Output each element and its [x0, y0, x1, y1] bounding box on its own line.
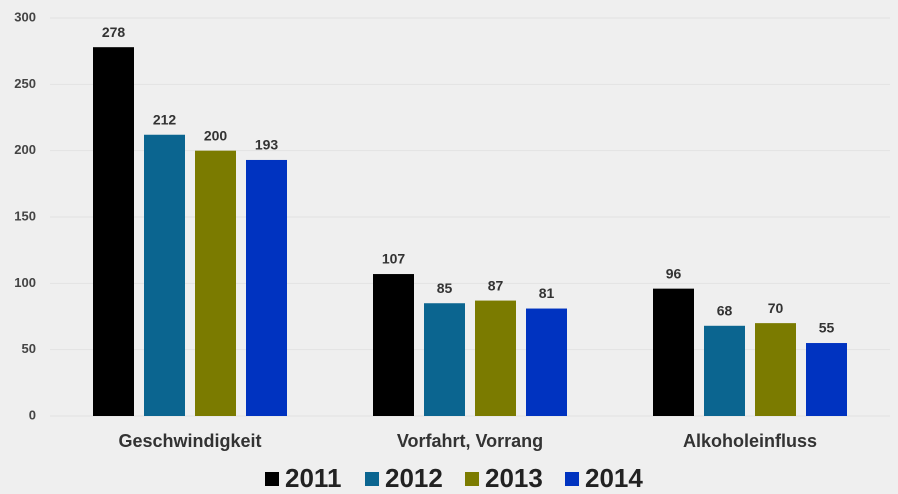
value-label: 68 — [717, 302, 733, 318]
value-label: 200 — [204, 127, 228, 143]
legend-label: 2013 — [485, 463, 543, 493]
value-label: 55 — [819, 320, 835, 336]
y-tick-label: 250 — [14, 76, 36, 91]
legend-swatch — [265, 472, 279, 486]
legend-swatch — [565, 472, 579, 486]
legend-swatch — [365, 472, 379, 486]
value-label: 96 — [666, 265, 682, 281]
y-tick-label: 50 — [22, 341, 36, 356]
x-tick-label: Geschwindigkeit — [118, 431, 261, 451]
value-label: 193 — [255, 137, 279, 153]
bar — [653, 288, 694, 416]
x-tick-label: Vorfahrt, Vorrang — [397, 431, 543, 451]
bar — [93, 47, 134, 416]
value-label: 81 — [539, 285, 555, 301]
y-tick-label: 150 — [14, 208, 36, 223]
bar — [475, 300, 516, 416]
bar — [246, 159, 287, 416]
value-label: 212 — [153, 111, 177, 127]
y-tick-label: 0 — [29, 407, 36, 422]
value-label: 87 — [488, 277, 504, 293]
bar — [373, 274, 414, 416]
legend-label: 2014 — [585, 463, 643, 493]
y-tick-label: 100 — [14, 275, 36, 290]
bar — [144, 134, 185, 416]
y-tick-label: 300 — [14, 9, 36, 24]
legend-swatch — [465, 472, 479, 486]
value-label: 70 — [768, 300, 784, 316]
bar — [704, 325, 745, 416]
bar — [424, 303, 465, 416]
bar — [195, 150, 236, 416]
legend-label: 2011 — [285, 463, 341, 493]
value-label: 107 — [382, 251, 406, 267]
bar — [806, 343, 847, 416]
bar — [755, 323, 796, 416]
legend-label: 2012 — [385, 463, 443, 493]
y-tick-label: 200 — [14, 142, 36, 157]
value-label: 278 — [102, 24, 126, 40]
x-tick-label: Alkoholeinfluss — [683, 431, 817, 451]
bar — [526, 308, 567, 416]
value-label: 85 — [437, 280, 453, 296]
